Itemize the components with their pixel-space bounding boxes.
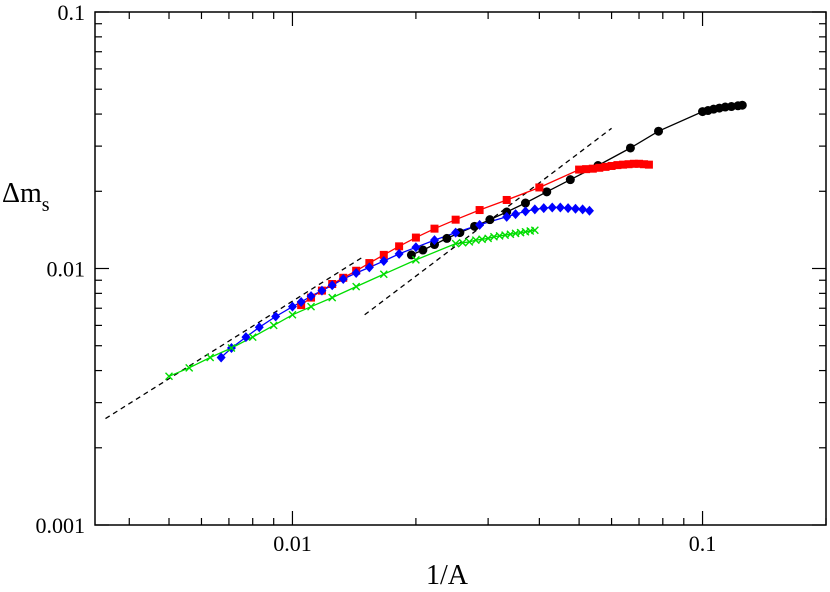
- data-point: [571, 203, 581, 214]
- data-point: [485, 215, 495, 225]
- data-point: [352, 282, 361, 291]
- data-point: [317, 285, 327, 296]
- x-tick-label: 0.01: [273, 531, 312, 556]
- data-point: [654, 126, 664, 136]
- data-point: [737, 100, 747, 110]
- y-tick-label: 0.1: [58, 0, 86, 25]
- data-point: [578, 204, 588, 215]
- data-point: [338, 274, 348, 285]
- data-point: [442, 233, 452, 243]
- data-point: [327, 280, 337, 291]
- data-point: [395, 242, 404, 251]
- y-tick-label: 0.01: [47, 257, 86, 282]
- data-point: [624, 160, 633, 169]
- data-point: [411, 242, 421, 253]
- data-point: [254, 322, 264, 333]
- data-point: [563, 203, 573, 214]
- y-axis-title: Δms: [2, 178, 50, 216]
- data-point: [640, 160, 649, 169]
- data-point: [535, 183, 544, 192]
- tick-labels: 0.01 0.1 0.001 0.01 0.1: [36, 0, 717, 556]
- data-point: [411, 255, 420, 264]
- data-point: [451, 227, 461, 238]
- data-point: [227, 343, 236, 352]
- data-point: [530, 204, 540, 215]
- data-point: [613, 161, 622, 170]
- data-point: [465, 237, 474, 246]
- data-point: [629, 159, 638, 168]
- data-point: [206, 353, 215, 362]
- data-point: [584, 205, 594, 216]
- data-point: [288, 310, 297, 319]
- data-point: [307, 302, 316, 311]
- data-point: [271, 311, 281, 322]
- data-point: [619, 160, 628, 169]
- data-point: [364, 262, 374, 273]
- data-point: [607, 161, 616, 170]
- y-axis-title-subscript: s: [42, 194, 50, 216]
- data-point: [547, 202, 557, 213]
- data-point: [502, 211, 512, 222]
- data-point: [241, 332, 251, 343]
- data-point: [520, 206, 530, 217]
- data-point: [287, 301, 297, 312]
- data-point: [511, 209, 521, 220]
- data-point: [588, 164, 597, 173]
- data-point: [451, 239, 460, 248]
- data-point: [248, 333, 257, 342]
- data-point: [625, 143, 635, 153]
- data-point: [542, 187, 552, 197]
- plot-frame: [94, 11, 827, 526]
- y-axis-title-main: Δm: [2, 178, 42, 209]
- data-point: [644, 160, 653, 169]
- data-point: [520, 198, 530, 208]
- data-point: [351, 268, 361, 279]
- data-point: [635, 159, 644, 168]
- data-point: [475, 219, 485, 230]
- series-markers: [165, 100, 747, 381]
- data-point: [269, 321, 278, 330]
- axis-ticks: [95, 11, 827, 526]
- data-point: [458, 238, 467, 247]
- x-axis-title: 1/A: [426, 560, 469, 591]
- data-point: [471, 236, 480, 245]
- data-point: [429, 235, 439, 246]
- data-point: [530, 226, 539, 235]
- y-tick-label: 0.001: [36, 513, 86, 538]
- data-point: [539, 203, 549, 214]
- data-point: [430, 224, 439, 233]
- data-point: [379, 250, 388, 259]
- data-point: [601, 162, 610, 171]
- data-point: [379, 270, 388, 279]
- dashed-reference-line: [105, 255, 366, 420]
- data-point: [726, 102, 736, 112]
- data-point: [451, 215, 460, 224]
- data-point: [328, 293, 337, 302]
- data-point: [475, 206, 484, 215]
- x-tick-label: 0.1: [689, 531, 717, 556]
- data-point: [582, 165, 591, 174]
- data-point: [555, 202, 565, 213]
- data-point: [502, 195, 511, 204]
- data-point: [394, 248, 404, 259]
- data-point: [565, 175, 575, 185]
- data-point: [379, 255, 389, 266]
- data-point: [165, 372, 173, 381]
- data-point: [484, 234, 493, 243]
- data-point: [418, 245, 428, 255]
- data-point: [216, 352, 226, 363]
- data-point: [595, 163, 604, 172]
- data-point: [411, 233, 420, 242]
- data-point: [575, 165, 584, 174]
- data-point: [296, 297, 306, 308]
- data-point: [306, 291, 316, 302]
- data-point: [185, 363, 194, 372]
